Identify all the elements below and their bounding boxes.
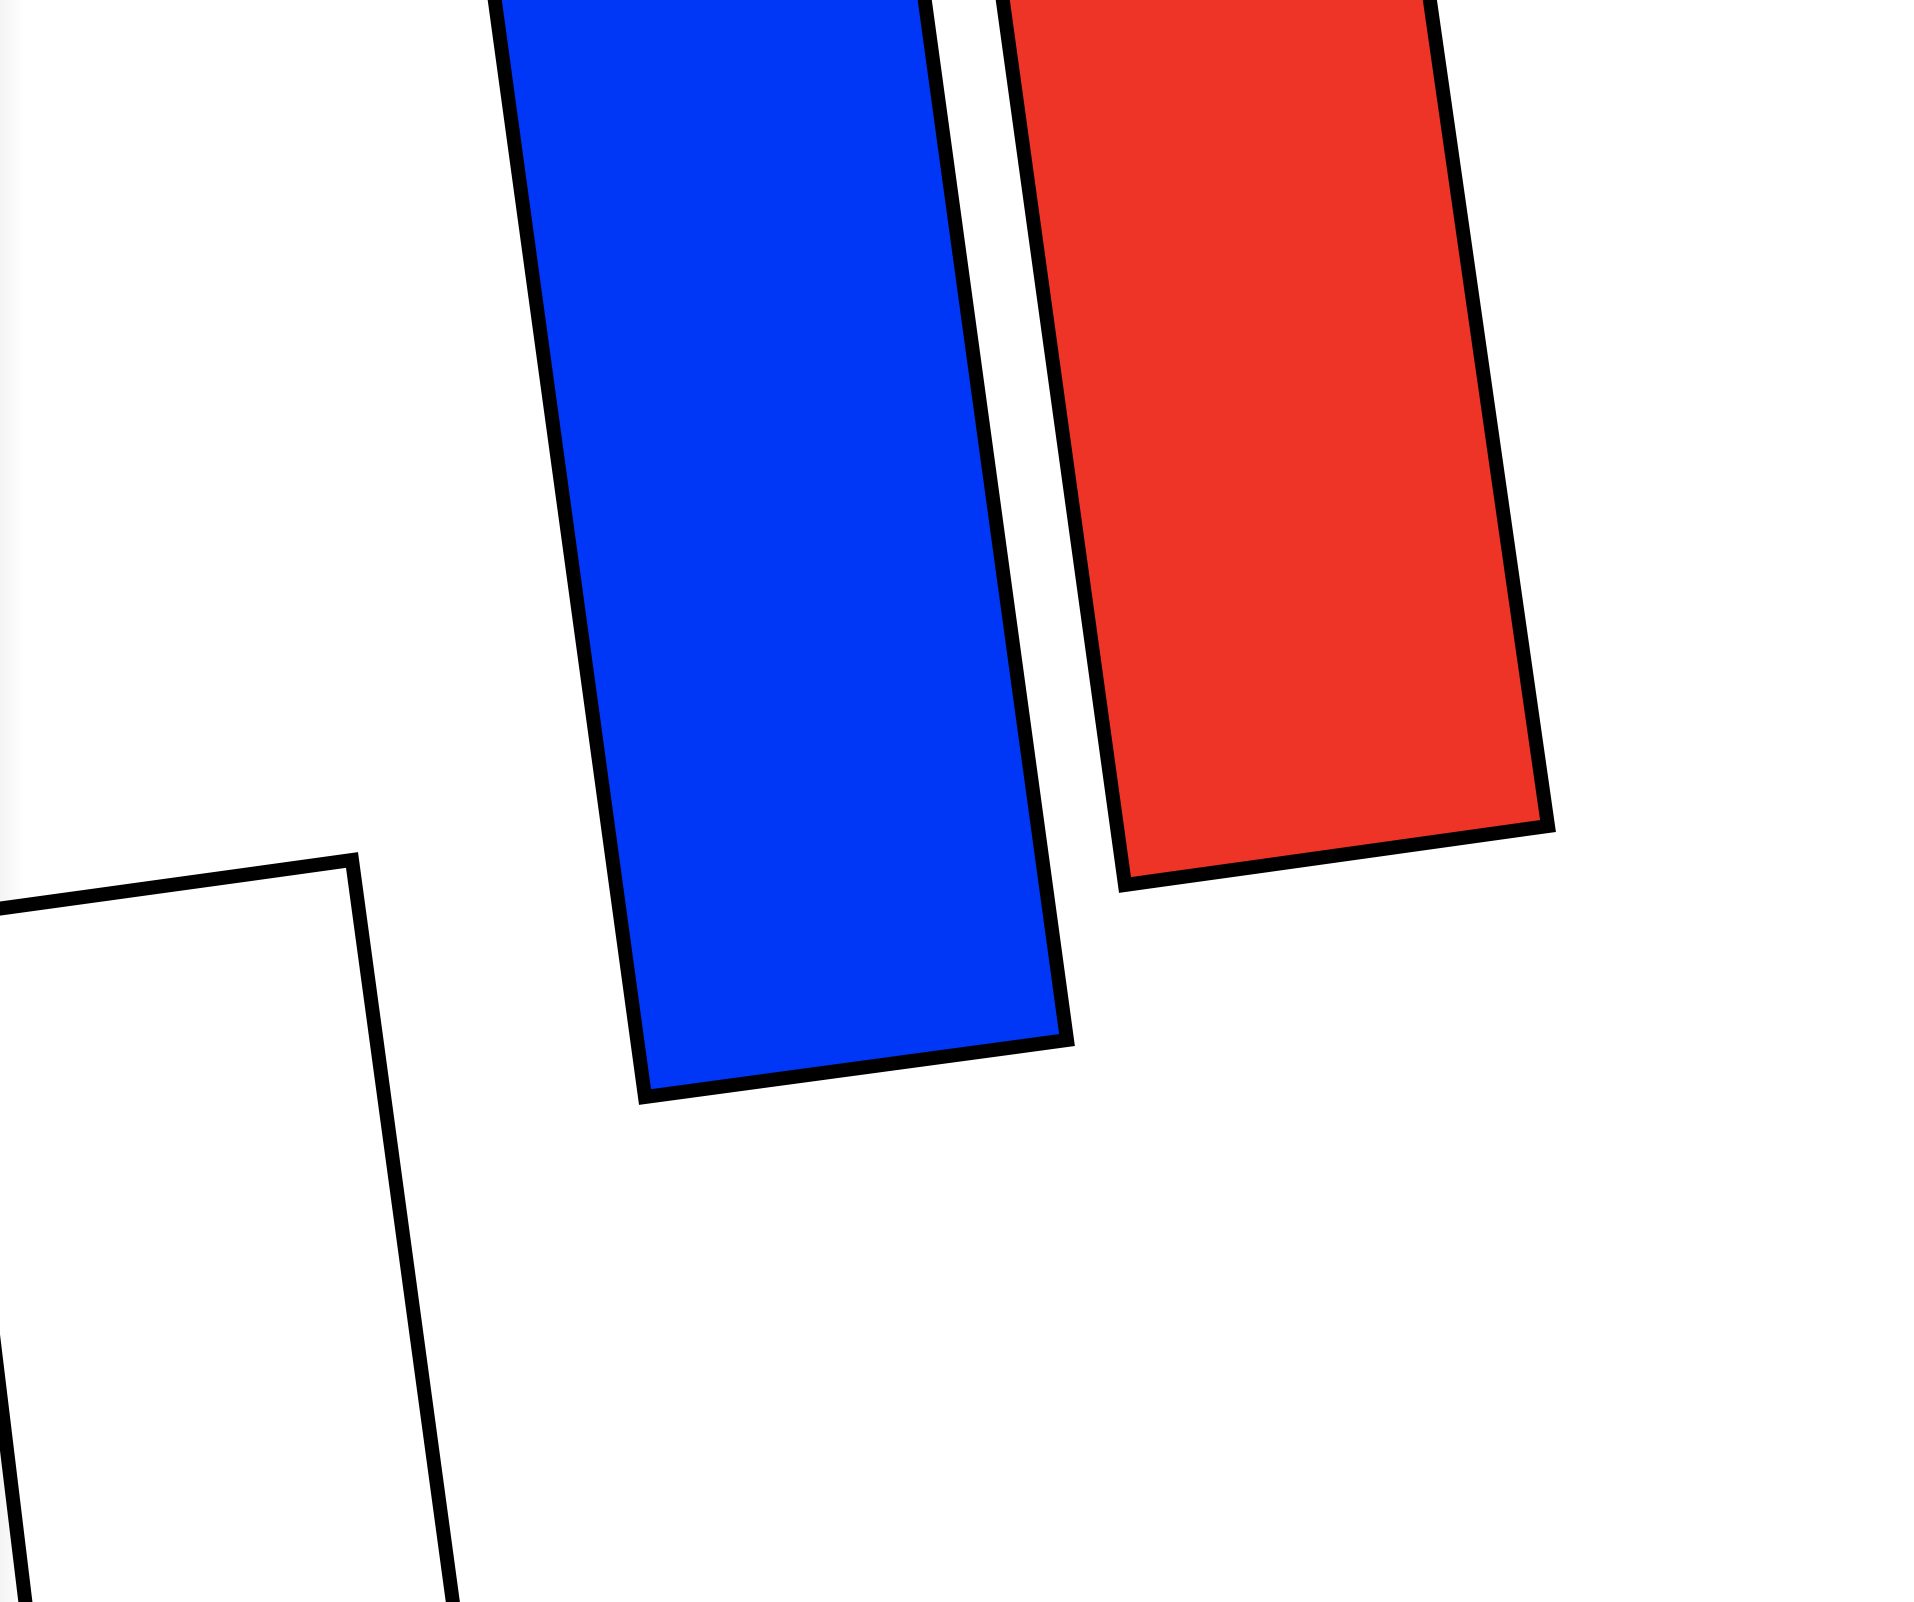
white-tilted-bar	[0, 852, 460, 1602]
blue-tilted-bar	[487, 0, 1075, 1105]
red-tilted-bar	[995, 0, 1556, 893]
